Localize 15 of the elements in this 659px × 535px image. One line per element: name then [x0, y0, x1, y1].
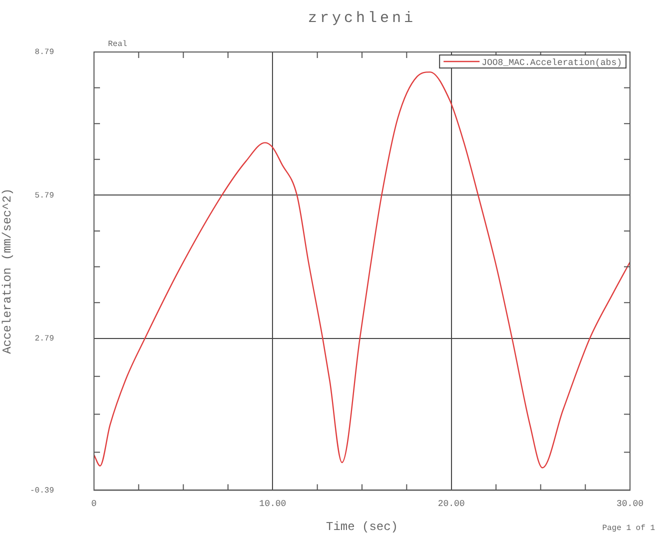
y-tick-label: 5.79 [34, 191, 54, 200]
x-tick-label: 10.00 [259, 498, 286, 509]
x-tick-label: 30.00 [616, 498, 644, 509]
text: Real [108, 40, 128, 50]
legend-label: JOO8_MAC.Acceleration(abs) [482, 58, 622, 68]
y-tick-label: -0.39 [30, 486, 54, 496]
y-tick-label: 8.79 [34, 48, 54, 58]
x-axis-title: Time (sec) [326, 520, 398, 534]
line-series [94, 71, 630, 468]
x-tick-label: 20.00 [438, 498, 465, 509]
x-tick-label: 0 [91, 498, 97, 509]
chart-title: zrychleni [308, 10, 416, 27]
y-tick-label: 2.79 [34, 334, 54, 344]
y-axis-title: Acceleration (mm/sec^2) [0, 188, 14, 354]
text: Page 1 of 1 [602, 524, 656, 534]
